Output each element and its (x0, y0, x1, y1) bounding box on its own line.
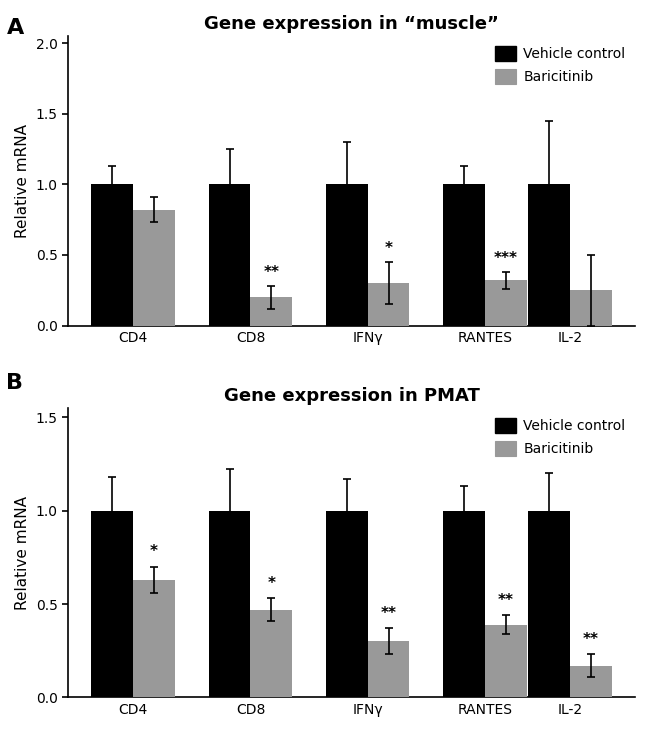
Bar (368, 283, 410, 326)
Legend: Vehicle control, Baricitinib: Vehicle control, Baricitinib (493, 43, 628, 87)
Text: B: B (6, 373, 23, 393)
Bar (528, 510, 570, 698)
Bar (250, 610, 292, 698)
Bar (443, 510, 485, 698)
Text: **: ** (582, 632, 599, 647)
Text: **: ** (498, 593, 514, 608)
Bar (485, 280, 526, 326)
Text: **: ** (263, 266, 280, 280)
Bar (133, 210, 175, 326)
Bar (570, 665, 612, 698)
Bar (133, 580, 175, 698)
Bar (443, 184, 485, 326)
Title: Gene expression in PMAT: Gene expression in PMAT (224, 386, 480, 405)
Text: ***: *** (494, 251, 518, 266)
Text: A: A (6, 18, 24, 38)
Text: *: * (385, 242, 393, 256)
Bar (92, 510, 133, 698)
Bar (570, 291, 612, 326)
Bar (209, 510, 250, 698)
Bar (209, 184, 250, 326)
Bar (92, 184, 133, 326)
Bar (326, 510, 368, 698)
Text: *: * (150, 544, 158, 559)
Legend: Vehicle control, Baricitinib: Vehicle control, Baricitinib (493, 415, 628, 459)
Title: Gene expression in “muscle”: Gene expression in “muscle” (204, 15, 499, 33)
Bar (528, 184, 570, 326)
Bar (326, 184, 368, 326)
Bar (485, 624, 526, 698)
Bar (250, 297, 292, 326)
Bar (368, 641, 410, 698)
Text: **: ** (381, 606, 396, 621)
Text: *: * (267, 576, 276, 591)
Y-axis label: Relative mRNA: Relative mRNA (15, 124, 30, 238)
Y-axis label: Relative mRNA: Relative mRNA (15, 496, 30, 610)
